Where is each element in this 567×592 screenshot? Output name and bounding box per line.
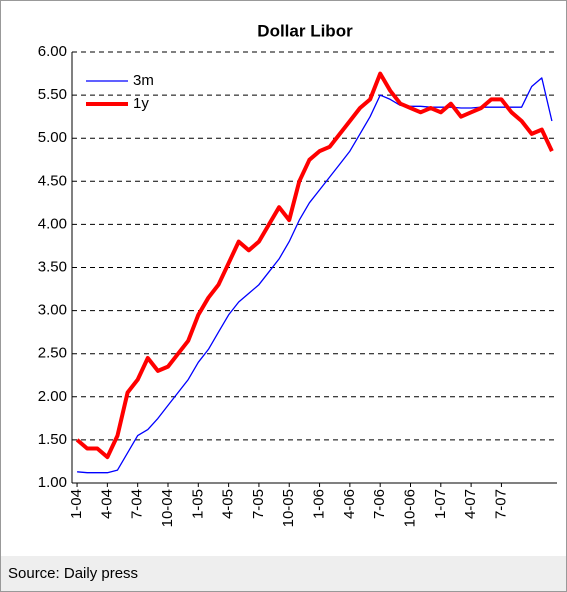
x-tick-label: 7-04 (129, 489, 146, 519)
y-tick-label: 2.50 (38, 345, 67, 362)
x-tick-label: 7-05 (250, 489, 267, 519)
chart-title: Dollar Libor (257, 21, 353, 40)
y-tick-label: 3.00 (38, 302, 67, 319)
x-tick-label: 1-04 (68, 489, 85, 519)
y-tick-label: 3.50 (38, 258, 67, 275)
x-tick-label: 4-06 (341, 489, 358, 519)
x-tick-label: 10-04 (159, 489, 176, 527)
y-tick-label: 5.50 (38, 86, 67, 103)
x-tick-label: 4-05 (220, 489, 237, 519)
x-tick-label: 4-04 (98, 489, 115, 519)
x-tick-label: 1-05 (189, 489, 206, 519)
y-tick-label: 1.00 (38, 474, 67, 491)
x-tick-label: 1-07 (432, 489, 449, 519)
legend-label: 1y (133, 95, 149, 112)
y-tick-label: 2.00 (38, 388, 67, 405)
y-tick-label: 1.50 (38, 431, 67, 448)
footer-band (1, 556, 566, 591)
source-note: Source: Daily press (8, 565, 138, 582)
x-tick-label: 10-05 (280, 489, 297, 527)
y-tick-label: 5.00 (38, 129, 67, 146)
x-tick-label: 10-06 (401, 489, 418, 527)
legend-label: 3m (133, 72, 154, 89)
series-line (77, 77, 553, 474)
x-tick-label: 1-06 (311, 489, 328, 519)
y-tick-label: 4.00 (38, 215, 67, 232)
x-tick-label: 7-06 (371, 489, 388, 519)
y-tick-label: 4.50 (38, 172, 67, 189)
series-line (75, 71, 554, 460)
x-tick-label: 4-07 (462, 489, 479, 519)
y-tick-label: 6.00 (38, 43, 67, 60)
plot-area (72, 52, 557, 483)
x-tick-label: 7-07 (492, 489, 509, 519)
